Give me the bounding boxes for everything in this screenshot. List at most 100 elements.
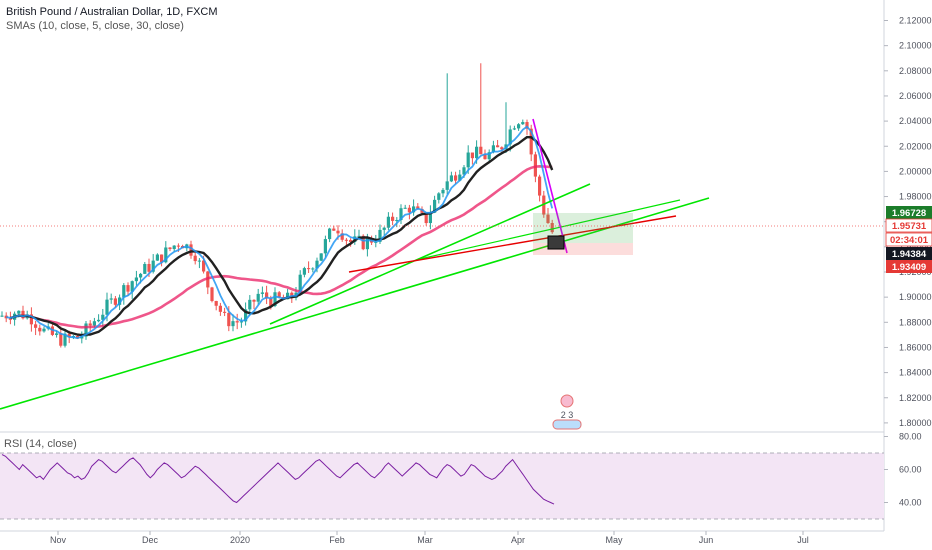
candle-body xyxy=(399,208,403,221)
candle-body xyxy=(378,229,382,242)
candle-body xyxy=(109,298,113,300)
candle-body xyxy=(55,333,59,335)
candle-body xyxy=(155,254,159,261)
candle-body xyxy=(382,227,386,230)
candle-body xyxy=(269,298,273,306)
candle-body xyxy=(479,146,483,155)
candle-body xyxy=(286,292,290,300)
price-tag-red_outline xyxy=(885,218,932,233)
candle-body xyxy=(433,199,437,213)
candle-body xyxy=(365,238,369,250)
candle-body xyxy=(500,147,504,150)
candle-body xyxy=(235,321,239,323)
candle-body xyxy=(344,239,348,241)
trend-line-magenta xyxy=(532,118,568,254)
candle-body xyxy=(164,247,168,263)
candle-body xyxy=(134,277,138,282)
candle-body xyxy=(8,318,12,320)
candle-body xyxy=(4,315,8,319)
price-tick-label: 2.06000 xyxy=(899,91,932,101)
price-tag-countdown xyxy=(885,232,932,247)
candle-body xyxy=(512,128,516,130)
candle-body xyxy=(160,254,164,263)
candle-body xyxy=(538,176,542,196)
chart-title: British Pound / Australian Dollar, 1D, F… xyxy=(6,6,218,18)
trend-line-green-mid xyxy=(419,199,681,260)
candle-body xyxy=(105,299,109,315)
candle-body xyxy=(118,297,122,305)
candle-body xyxy=(88,323,92,326)
candle-body xyxy=(248,299,252,310)
candle-body xyxy=(441,189,445,194)
candle-body xyxy=(84,323,88,337)
candle-body xyxy=(97,319,101,322)
sma-5-line xyxy=(6,125,554,340)
time-tick-label: Mar xyxy=(417,535,433,545)
candle-body xyxy=(458,174,462,181)
price-tag-dark xyxy=(886,247,932,260)
candle-body xyxy=(550,223,554,233)
candle-body xyxy=(521,122,525,125)
candle-body xyxy=(260,292,264,294)
candle-body xyxy=(496,145,500,148)
price-tick-label: 1.94000 xyxy=(899,242,932,252)
price-tag-label: 1.94384 xyxy=(892,249,927,260)
candle-body xyxy=(517,124,521,129)
candle-body xyxy=(172,245,176,250)
candle-body xyxy=(277,292,281,297)
event-number-label: 2 3 xyxy=(561,410,574,420)
rsi-tick-label: 80.00 xyxy=(899,432,922,442)
price-tick-label: 1.98000 xyxy=(899,192,932,202)
candle-body xyxy=(529,128,533,155)
price-tick-label: 1.84000 xyxy=(899,368,932,378)
candle-body xyxy=(38,327,42,332)
candle-body xyxy=(42,328,46,332)
candle-body xyxy=(349,239,353,242)
price-tag-label: 02:34:01 xyxy=(890,235,929,246)
candle-body xyxy=(223,311,227,313)
candle-body xyxy=(454,175,458,181)
price-tag-red xyxy=(886,260,932,273)
candle-body xyxy=(80,336,84,339)
candle-body xyxy=(113,298,117,305)
candle-body xyxy=(34,324,38,328)
candle-body xyxy=(475,146,479,159)
candle-body xyxy=(151,260,155,272)
candle-body xyxy=(302,268,306,275)
candle-body xyxy=(193,255,197,262)
candle-body xyxy=(256,293,260,302)
candle-body xyxy=(395,220,399,222)
candle-body xyxy=(445,181,449,190)
candle-body xyxy=(428,212,432,224)
price-tick-label: 2.00000 xyxy=(899,166,932,176)
candle-body xyxy=(231,321,235,327)
price-tag-label: 1.93409 xyxy=(892,262,926,273)
sma-legend: SMAs (10, close, 5, close, 30, close) xyxy=(6,20,184,32)
time-tick-label: Dec xyxy=(142,535,159,545)
rsi-tick-label: 60.00 xyxy=(899,465,922,475)
trend-line-green-upper xyxy=(269,183,591,325)
candle-body xyxy=(361,235,365,250)
candle-body xyxy=(449,175,453,182)
news-icon xyxy=(552,419,582,430)
trend-line-red xyxy=(348,215,677,273)
candle-body xyxy=(420,208,424,213)
price-tick-label: 2.12000 xyxy=(899,16,932,26)
candle-body xyxy=(470,152,474,159)
candle-body xyxy=(218,305,222,312)
candle-body xyxy=(491,145,495,153)
price-tag-label: 1.96728 xyxy=(892,208,926,219)
rsi-tick-label: 40.00 xyxy=(899,498,922,508)
rsi-line xyxy=(1,454,555,505)
candle-body xyxy=(403,207,407,209)
candle-body xyxy=(546,214,550,224)
candle-body xyxy=(391,216,395,221)
candle-body xyxy=(176,245,180,247)
candle-body xyxy=(307,268,311,270)
candle-body xyxy=(525,122,529,129)
candle-body xyxy=(462,167,466,175)
price-tick-label: 1.86000 xyxy=(899,342,932,352)
time-tick-label: 2020 xyxy=(230,535,250,545)
candle-body xyxy=(252,299,256,302)
